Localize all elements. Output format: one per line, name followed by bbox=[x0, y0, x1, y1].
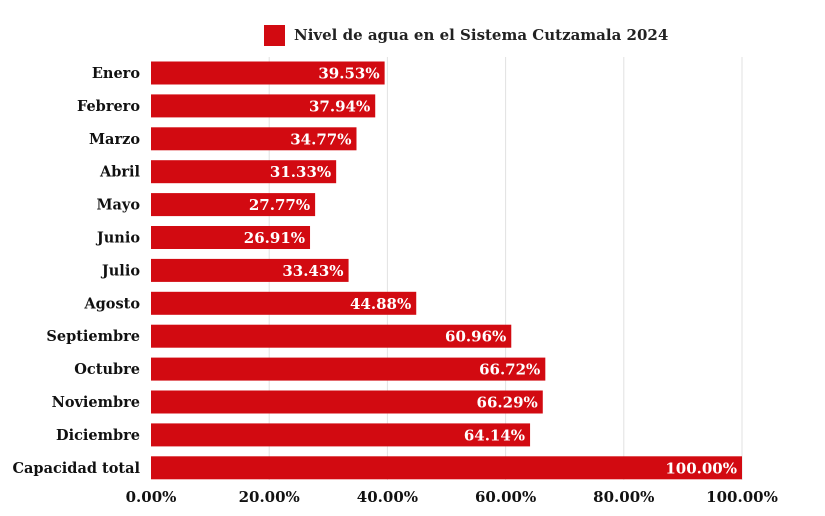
bar bbox=[151, 456, 742, 480]
bar bbox=[151, 423, 531, 447]
x-tick-label: 60.00% bbox=[475, 488, 536, 506]
category-label: Diciembre bbox=[56, 427, 140, 444]
bar bbox=[151, 226, 311, 249]
legend-swatch bbox=[264, 24, 285, 46]
bar-value-label: 26.91% bbox=[244, 229, 305, 247]
x-tick-label: 80.00% bbox=[593, 488, 654, 506]
category-label: Capacidad total bbox=[13, 460, 141, 477]
chart-legend: Nivel de agua en el Sistema Cutzamala 20… bbox=[264, 24, 668, 46]
category-label: Abril bbox=[99, 164, 141, 181]
bar-value-label: 64.14% bbox=[464, 426, 525, 444]
category-label: Enero bbox=[92, 65, 140, 82]
category-label: Agosto bbox=[83, 295, 140, 312]
bar-value-label: 34.77% bbox=[290, 130, 351, 148]
bar bbox=[151, 357, 546, 381]
bar-value-label: 37.94% bbox=[309, 97, 370, 115]
bar-value-label: 66.29% bbox=[477, 394, 538, 412]
bar-value-label: 66.72% bbox=[479, 361, 540, 379]
category-label: Febrero bbox=[77, 98, 140, 115]
bar bbox=[151, 258, 349, 282]
x-tick-label: 20.00% bbox=[239, 488, 300, 506]
category-label: Noviembre bbox=[52, 394, 140, 411]
x-tick-label: 100.00% bbox=[706, 488, 778, 506]
category-label: Octubre bbox=[74, 361, 140, 378]
bar-value-label: 100.00% bbox=[665, 459, 737, 477]
bar bbox=[151, 390, 543, 414]
category-label: Septiembre bbox=[46, 328, 140, 345]
bar-value-label: 44.88% bbox=[350, 295, 411, 313]
x-tick-label: 40.00% bbox=[357, 488, 418, 506]
bar bbox=[151, 61, 385, 85]
bar-value-label: 31.33% bbox=[270, 163, 331, 181]
x-tick-label: 0.00% bbox=[126, 488, 177, 506]
bar bbox=[151, 291, 417, 315]
legend-label: Nivel de agua en el Sistema Cutzamala 20… bbox=[294, 26, 669, 44]
category-label: Mayo bbox=[96, 197, 140, 214]
bar-value-label: 60.96% bbox=[445, 328, 506, 346]
bar bbox=[151, 324, 512, 348]
bar bbox=[151, 193, 316, 217]
bar bbox=[151, 127, 357, 151]
category-label: Julio bbox=[100, 262, 140, 279]
category-label: Marzo bbox=[89, 131, 140, 148]
bar-value-label: 27.77% bbox=[249, 196, 310, 214]
category-label: Junio bbox=[95, 230, 140, 247]
bar-value-label: 39.53% bbox=[318, 65, 379, 83]
bar bbox=[151, 160, 337, 184]
bar bbox=[151, 94, 376, 118]
bar-value-label: 33.43% bbox=[282, 262, 343, 280]
